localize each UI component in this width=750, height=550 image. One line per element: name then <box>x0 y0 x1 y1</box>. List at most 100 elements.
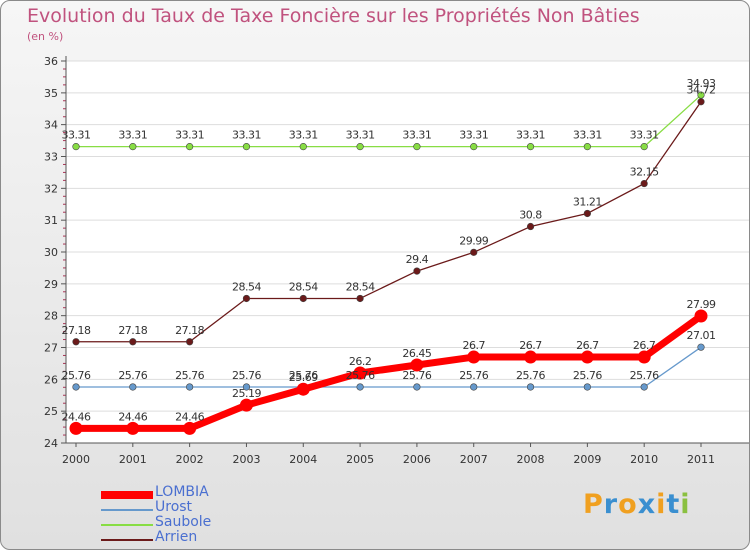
data-label: 24.46 <box>118 410 147 423</box>
data-label: 33.31 <box>346 129 375 142</box>
data-label: 26.7 <box>462 339 485 352</box>
x-tick-label: 2004 <box>289 453 317 466</box>
data-label: 25.76 <box>459 369 488 382</box>
legend-swatch <box>101 490 153 499</box>
y-tick-label: 24 <box>44 437 58 450</box>
legend-swatch <box>101 508 153 511</box>
data-point <box>183 421 197 435</box>
y-tick-label: 30 <box>44 246 58 259</box>
data-label: 25.19 <box>232 387 261 400</box>
data-label: 30.8 <box>519 209 542 222</box>
data-label: 25.76 <box>175 369 204 382</box>
data-point <box>697 98 705 106</box>
x-tick-label: 2002 <box>176 453 204 466</box>
y-tick-label: 32 <box>44 182 58 195</box>
x-tick-label: 2008 <box>517 453 545 466</box>
data-label: 33.31 <box>573 129 602 142</box>
x-tick-label: 2011 <box>687 453 715 466</box>
legend-label: LOMBIA <box>155 484 209 500</box>
data-point <box>694 309 708 323</box>
data-label: 33.31 <box>516 129 545 142</box>
legend-label: Urost <box>155 499 193 515</box>
data-point <box>356 383 364 391</box>
x-tick-label: 2001 <box>119 453 147 466</box>
data-label: 27.18 <box>62 324 91 337</box>
data-point <box>299 294 307 303</box>
data-label: 33.31 <box>62 129 91 142</box>
logo-letter: i <box>680 489 691 520</box>
data-point <box>242 383 251 391</box>
data-point <box>583 143 591 151</box>
series-line-arrien <box>76 101 702 343</box>
data-label: 25.76 <box>118 369 147 382</box>
data-point <box>697 343 705 351</box>
data-label: 34.93 <box>687 77 716 90</box>
chart-title: Evolution du Taux de Taxe Foncière sur l… <box>27 5 640 27</box>
legend-swatch <box>101 538 153 541</box>
data-point <box>580 350 594 364</box>
data-label: 27.99 <box>687 298 716 311</box>
data-point <box>242 143 251 151</box>
data-label: 25.76 <box>232 369 261 382</box>
data-point <box>72 143 80 151</box>
data-label: 33.31 <box>459 129 488 142</box>
logo-letter: x <box>637 489 657 520</box>
data-label: 34.72 <box>687 84 716 97</box>
x-tick-label: 2009 <box>573 453 601 466</box>
data-label: 32.15 <box>630 166 659 179</box>
proxiti-logo: Proxiti <box>583 489 691 520</box>
data-point <box>524 350 538 364</box>
chart-subtitle: (en %) <box>27 30 64 43</box>
x-tick-label: 2000 <box>62 453 90 466</box>
data-point <box>413 143 421 151</box>
data-point <box>526 143 535 151</box>
data-point <box>413 383 421 391</box>
data-label: 33.31 <box>289 129 318 142</box>
series-line-lombia <box>76 313 704 432</box>
y-tick-label: 25 <box>44 405 58 418</box>
data-point <box>583 209 591 218</box>
data-point <box>129 143 137 151</box>
y-tick-label: 34 <box>44 119 58 132</box>
series-line-saubole <box>76 94 702 148</box>
data-point <box>69 421 83 435</box>
data-point <box>299 143 307 151</box>
data-label: 25.76 <box>516 369 545 382</box>
logo-letter: o <box>618 489 638 520</box>
logo-letter: r <box>603 489 619 520</box>
data-point <box>296 382 310 396</box>
data-point <box>467 350 481 364</box>
y-tick-label: 26 <box>44 373 58 386</box>
data-point <box>186 143 194 151</box>
y-tick-label: 36 <box>44 55 58 68</box>
data-point <box>413 267 421 275</box>
data-label: 29.99 <box>459 234 488 247</box>
data-point <box>470 248 478 256</box>
data-point <box>356 143 364 151</box>
data-point <box>697 91 705 99</box>
logo-letter: t <box>666 489 681 520</box>
data-point <box>186 338 194 346</box>
x-tick-label: 2010 <box>630 453 658 466</box>
y-tick-label: 28 <box>44 310 58 323</box>
data-label: 26.7 <box>576 339 599 352</box>
data-label: 28.54 <box>289 280 318 293</box>
data-label: 33.31 <box>402 129 431 142</box>
data-label: 25.76 <box>402 369 431 382</box>
legend-swatch <box>101 523 153 526</box>
data-point <box>470 143 478 151</box>
data-label: 27.01 <box>687 329 716 342</box>
data-label: 25.76 <box>630 369 659 382</box>
legend-label: Arrien <box>155 529 198 545</box>
data-label: 26.7 <box>519 339 542 352</box>
data-label: 25.76 <box>62 369 91 382</box>
y-tick-label: 33 <box>44 151 58 164</box>
data-point <box>129 338 137 346</box>
data-point <box>353 366 367 380</box>
data-label: 29.4 <box>406 253 429 266</box>
data-label: 26.45 <box>402 347 431 360</box>
legend-label: Saubole <box>155 514 212 530</box>
data-point <box>640 143 648 151</box>
